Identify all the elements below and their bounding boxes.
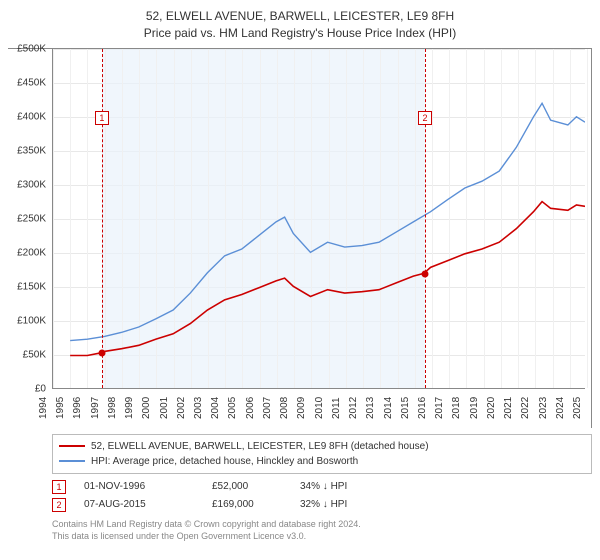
y-tick: £150K — [8, 281, 46, 292]
x-tick: 2023 — [537, 396, 548, 418]
x-tick: 2005 — [227, 396, 238, 418]
x-tick: 2018 — [451, 396, 462, 418]
x-tick: 2001 — [158, 396, 169, 418]
x-tick: 1999 — [124, 396, 135, 418]
x-tick: 2004 — [210, 396, 221, 418]
x-tick: 2021 — [503, 396, 514, 418]
chart-container: 52, ELWELL AVENUE, BARWELL, LEICESTER, L… — [8, 8, 592, 543]
x-tick: 1996 — [72, 396, 83, 418]
x-tick: 1998 — [107, 396, 118, 418]
x-tick: 2010 — [313, 396, 324, 418]
x-tick: 1997 — [90, 396, 101, 418]
x-tick: 2009 — [296, 396, 307, 418]
footer-line-1: Contains HM Land Registry data © Crown c… — [52, 518, 592, 531]
series-hpi — [70, 103, 585, 340]
x-tick: 2014 — [382, 396, 393, 418]
x-tick: 2002 — [176, 396, 187, 418]
event-pct: 32% ↓ HPI — [300, 499, 390, 510]
x-tick: 2013 — [365, 396, 376, 418]
x-tick: 2008 — [279, 396, 290, 418]
y-tick: £50K — [8, 349, 46, 360]
legend-label: HPI: Average price, detached house, Hinc… — [91, 454, 358, 469]
x-tick: 2006 — [245, 396, 256, 418]
event-price: £52,000 — [212, 481, 282, 492]
event-table: 1 01-NOV-1996 £52,000 34% ↓ HPI 2 07-AUG-2015… — [52, 480, 592, 512]
x-tick: 2017 — [434, 396, 445, 418]
x-tick: 2025 — [572, 396, 583, 418]
legend-row: HPI: Average price, detached house, Hinc… — [59, 454, 585, 469]
marker-dot-2 — [422, 270, 429, 277]
event-price: £169,000 — [212, 499, 282, 510]
legend-row: 52, ELWELL AVENUE, BARWELL, LEICESTER, L… — [59, 439, 585, 454]
legend-label: 52, ELWELL AVENUE, BARWELL, LEICESTER, L… — [91, 439, 429, 454]
grid-line-v — [587, 49, 588, 388]
event-id-box: 1 — [52, 480, 66, 494]
x-tick: 2000 — [141, 396, 152, 418]
marker-line-1 — [102, 49, 103, 388]
x-tick: 2015 — [400, 396, 411, 418]
footer-line-2: This data is licensed under the Open Gov… — [52, 530, 592, 543]
chart-title: 52, ELWELL AVENUE, BARWELL, LEICESTER, L… — [8, 8, 592, 42]
y-tick: £100K — [8, 315, 46, 326]
x-tick: 1994 — [38, 396, 49, 418]
x-tick: 2022 — [520, 396, 531, 418]
y-tick: £350K — [8, 145, 46, 156]
event-row: 1 01-NOV-1996 £52,000 34% ↓ HPI — [52, 480, 592, 494]
marker-label-1: 1 — [95, 111, 109, 125]
line-layer — [53, 49, 585, 388]
x-tick: 2020 — [486, 396, 497, 418]
x-axis: 1994199519961997199819992000200120022003… — [52, 391, 585, 429]
plot: 12 — [52, 49, 585, 389]
marker-dot-1 — [98, 350, 105, 357]
plot-area: £0 £50K £100K £150K £200K £250K £300K £350K £400… — [8, 48, 592, 428]
event-id-box: 2 — [52, 498, 66, 512]
y-tick: £500K — [8, 43, 46, 54]
x-tick: 2003 — [193, 396, 204, 418]
legend-swatch — [59, 460, 85, 462]
footer: Contains HM Land Registry data © Crown c… — [52, 518, 592, 543]
x-tick: 2016 — [417, 396, 428, 418]
series-property — [70, 201, 585, 355]
y-axis: £0£50K£100K£150K£200K£250K£300K£350K£400… — [8, 49, 50, 389]
marker-line-2 — [425, 49, 426, 388]
legend: 52, ELWELL AVENUE, BARWELL, LEICESTER, L… — [52, 434, 592, 474]
event-pct: 34% ↓ HPI — [300, 481, 390, 492]
x-tick: 2007 — [262, 396, 273, 418]
x-tick: 2024 — [555, 396, 566, 418]
marker-label-2: 2 — [418, 111, 432, 125]
event-date: 01-NOV-1996 — [84, 481, 194, 492]
y-tick: £450K — [8, 77, 46, 88]
legend-swatch — [59, 445, 85, 447]
title-line-1: 52, ELWELL AVENUE, BARWELL, LEICESTER, L… — [8, 8, 592, 25]
y-tick: £250K — [8, 213, 46, 224]
y-tick: £300K — [8, 179, 46, 190]
y-tick: £200K — [8, 247, 46, 258]
x-tick: 2019 — [469, 396, 480, 418]
x-tick: 2012 — [348, 396, 359, 418]
event-row: 2 07-AUG-2015 £169,000 32% ↓ HPI — [52, 498, 592, 512]
event-date: 07-AUG-2015 — [84, 499, 194, 510]
x-tick: 2011 — [331, 397, 342, 419]
title-line-2: Price paid vs. HM Land Registry's House … — [8, 25, 592, 42]
x-tick: 1995 — [55, 396, 66, 418]
y-tick: £400K — [8, 111, 46, 122]
y-tick: £0 — [8, 383, 46, 394]
